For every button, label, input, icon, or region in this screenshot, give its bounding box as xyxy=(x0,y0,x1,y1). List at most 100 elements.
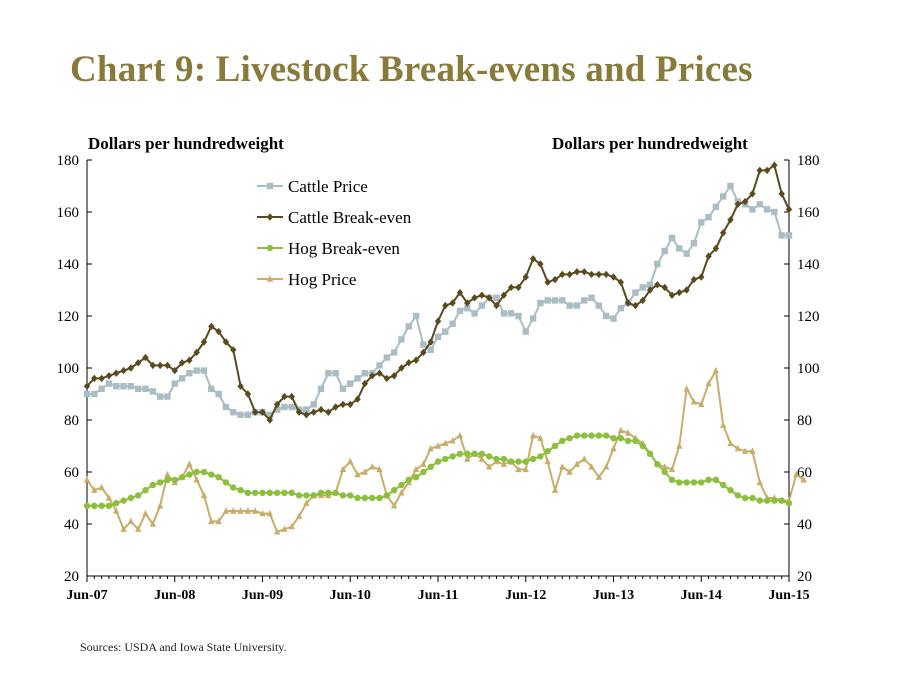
data-point xyxy=(230,346,237,354)
data-point xyxy=(595,270,603,279)
data-point xyxy=(215,474,222,481)
data-point xyxy=(193,468,200,476)
data-point xyxy=(134,525,142,532)
data-point xyxy=(208,322,215,331)
data-point xyxy=(237,411,244,418)
data-point xyxy=(273,400,281,409)
data-point xyxy=(456,288,464,297)
data-point xyxy=(581,268,588,276)
data-point xyxy=(332,489,339,496)
data-point xyxy=(646,281,654,288)
y-tick-label-right: 40 xyxy=(797,517,812,533)
data-point xyxy=(222,479,230,486)
data-point xyxy=(127,517,135,525)
data-point xyxy=(142,487,149,494)
data-point xyxy=(193,367,200,374)
data-point xyxy=(361,468,369,475)
data-point xyxy=(442,455,449,463)
data-point xyxy=(222,507,230,514)
y-tick-label-left: 120 xyxy=(57,309,80,325)
data-point xyxy=(639,296,646,305)
data-point xyxy=(383,354,391,361)
data-point xyxy=(105,372,113,380)
y-tick-label-left: 180 xyxy=(57,153,80,169)
data-point xyxy=(273,406,281,413)
data-point xyxy=(215,390,222,398)
data-point xyxy=(456,450,464,457)
data-point xyxy=(573,268,581,276)
data-point xyxy=(259,489,266,496)
data-point xyxy=(354,375,361,382)
data-point xyxy=(617,426,625,434)
data-point xyxy=(186,356,193,364)
legend-label: Hog Price xyxy=(288,270,356,289)
data-point xyxy=(83,382,91,390)
data-point xyxy=(156,502,164,509)
data-point xyxy=(390,372,398,380)
data-point xyxy=(654,281,661,289)
data-point xyxy=(500,455,508,463)
data-point xyxy=(295,512,303,519)
data-point xyxy=(405,323,412,330)
data-point xyxy=(244,390,252,398)
data-point xyxy=(646,450,654,457)
data-point xyxy=(778,497,785,504)
data-point xyxy=(661,247,668,255)
data-point xyxy=(559,437,566,444)
data-point xyxy=(266,244,274,252)
data-point xyxy=(800,476,807,483)
data-point xyxy=(281,392,288,401)
data-point xyxy=(91,374,98,383)
data-point xyxy=(485,453,493,460)
data-point xyxy=(449,320,456,327)
series-cattle-break-even xyxy=(83,161,793,424)
data-point xyxy=(347,492,354,499)
data-point xyxy=(632,289,639,296)
data-point xyxy=(288,403,295,411)
data-point xyxy=(368,372,376,380)
data-point xyxy=(266,489,274,496)
data-point xyxy=(749,206,756,213)
data-point xyxy=(537,299,544,307)
data-point xyxy=(113,507,120,514)
data-point xyxy=(354,470,361,478)
data-point xyxy=(405,476,412,483)
left-axis-unit-label: Dollars per hundredweight xyxy=(88,134,284,153)
data-point xyxy=(456,307,464,314)
data-point xyxy=(588,270,595,279)
data-point xyxy=(142,385,149,392)
data-point xyxy=(98,385,105,392)
data-point xyxy=(383,374,391,383)
data-point xyxy=(610,435,617,442)
data-point xyxy=(727,182,734,190)
data-point xyxy=(449,299,456,307)
y-tick-label-right: 100 xyxy=(797,361,820,377)
data-point xyxy=(288,392,295,401)
data-point xyxy=(83,390,91,398)
y-tick-label-left: 40 xyxy=(64,517,79,533)
x-tick-label: Jun-07 xyxy=(66,588,107,603)
data-point xyxy=(559,270,566,279)
data-point xyxy=(120,497,127,504)
data-point xyxy=(763,497,771,504)
series-line-cattle-price xyxy=(87,185,789,416)
data-point xyxy=(719,229,727,237)
data-point xyxy=(537,453,544,460)
y-tick-label-left: 160 xyxy=(57,205,80,221)
series-line-cattle-break-even xyxy=(86,164,790,421)
data-point xyxy=(712,244,720,253)
data-point xyxy=(434,458,442,465)
data-point xyxy=(193,476,200,483)
data-point xyxy=(727,216,734,224)
data-point xyxy=(113,369,120,377)
data-point xyxy=(273,528,281,535)
data-point xyxy=(778,190,785,198)
data-point xyxy=(186,370,193,377)
data-point xyxy=(515,283,522,292)
data-point xyxy=(602,463,610,470)
data-point xyxy=(632,301,639,310)
data-point xyxy=(500,460,508,467)
data-point xyxy=(91,502,98,509)
data-point xyxy=(149,388,157,395)
